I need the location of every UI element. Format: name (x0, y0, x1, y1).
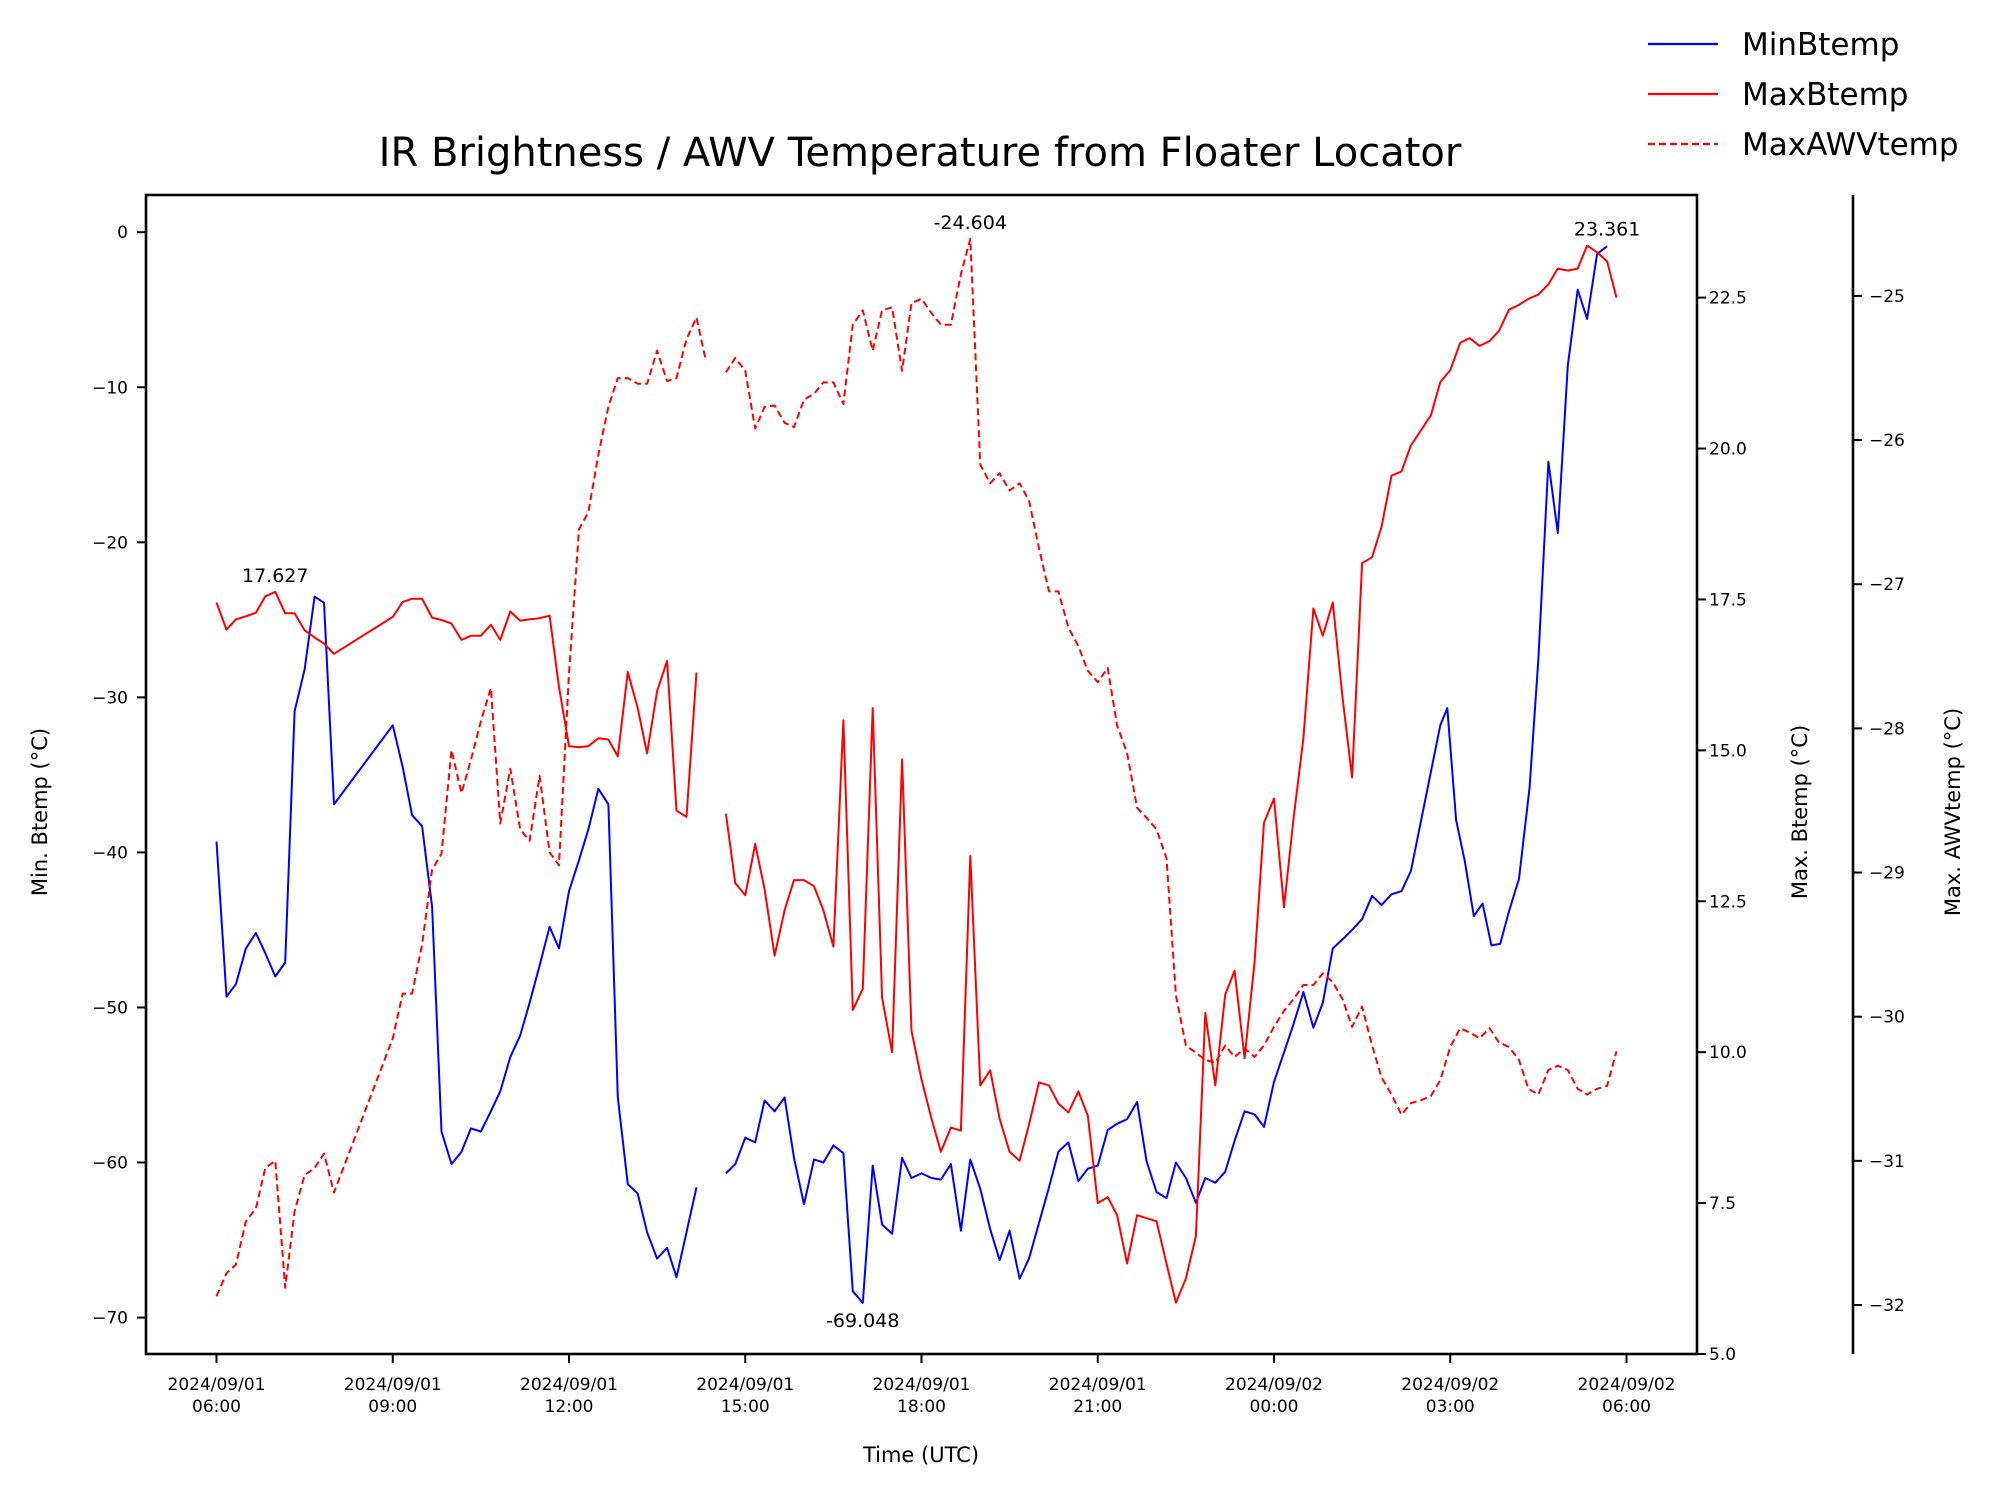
y-axis-left-label: Min. Btemp (°C) (28, 728, 52, 896)
series-maxbtemp-line (215, 590, 698, 818)
x-tick-label: 00:00 (1250, 1397, 1299, 1417)
x-tick-label: 2024/09/01 (696, 1375, 794, 1395)
y-left-tick-label: −50 (92, 998, 128, 1018)
y-right2-tick-label: −26 (1869, 431, 1905, 451)
y-right2-tick-label: −28 (1869, 719, 1905, 739)
y-axis-left: 0 −10 −20 −30 −40 −50 −60 −70 (92, 223, 146, 1329)
x-tick-label: 2024/09/02 (1401, 1375, 1499, 1395)
x-tick-label: 06:00 (192, 1397, 241, 1417)
chart-title: IR Brightness / AWV Temperature from Flo… (379, 130, 1462, 176)
y-left-tick-label: −30 (92, 688, 128, 708)
data-annotation: -24.604 (934, 212, 1007, 234)
y-left-tick-label: −10 (92, 378, 128, 398)
x-tick-label: 2024/09/01 (520, 1375, 618, 1395)
y-right1-tick-label: 10.0 (1709, 1043, 1747, 1063)
y-right2-tick-label: −31 (1869, 1152, 1905, 1172)
y-right1-tick-label: 12.5 (1709, 892, 1747, 912)
x-tick-label: 18:00 (897, 1397, 946, 1417)
series-maxawvtemp-line (215, 316, 707, 1297)
x-tick-label: 2024/09/02 (1225, 1375, 1323, 1395)
y-right1-tick-label: 17.5 (1709, 590, 1747, 610)
y-left-tick-label: −20 (92, 533, 128, 553)
y-left-tick-label: −70 (92, 1309, 128, 1329)
y-left-tick-label: 0 (117, 223, 128, 243)
y-right2-tick-label: −32 (1869, 1296, 1905, 1316)
series-maxbtemp-line (724, 244, 1618, 1304)
data-annotation: 17.627 (242, 565, 308, 587)
x-tick-label: 2024/09/02 (1578, 1375, 1676, 1395)
legend-label-maxawvtemp: MaxAWVtemp (1742, 127, 1959, 163)
data-annotation: -69.048 (826, 1310, 899, 1332)
series-minbtemp-line (725, 245, 1608, 1304)
data-annotation: 23.361 (1574, 219, 1640, 241)
y-left-tick-label: −40 (92, 843, 128, 863)
y-right2-tick-label: −27 (1869, 575, 1905, 595)
x-tick-label: 2024/09/01 (873, 1375, 971, 1395)
y-axis-right1-label: Max. Btemp (°C) (1788, 725, 1812, 899)
y-axis-right-maxbtemp: 5.0 7.5 10.0 12.5 15.0 17.5 20.0 22.5 (1697, 289, 1747, 1365)
x-axis: 2024/09/0106:002024/09/0109:002024/09/01… (168, 1354, 1676, 1417)
x-tick-label: 03:00 (1426, 1397, 1475, 1417)
series-minbtemp-line (215, 595, 698, 1279)
y-right2-tick-label: −25 (1869, 287, 1905, 307)
chart-legend: MinBtemp MaxBtemp MaxAWVtemp (1648, 27, 1959, 163)
y-left-tick-label: −60 (92, 1154, 128, 1174)
y-axis-right2-label: Max. AWVtemp (°C) (1941, 708, 1965, 916)
annotation-layer: 17.627 -24.604 23.361 -69.048 (242, 212, 1640, 1332)
y-axis-right-maxawvtemp: −25 −26 −27 −28 −29 −30 −31 −32 (1851, 195, 1905, 1354)
x-axis-label: Time (UTC) (862, 1443, 979, 1467)
y-right1-tick-label: 22.5 (1709, 289, 1747, 309)
series-layer (215, 237, 1618, 1304)
x-tick-label: 15:00 (721, 1397, 770, 1417)
plot-area: 17.627 -24.604 23.361 -69.048 (144, 193, 1699, 1356)
x-tick-label: 2024/09/01 (1049, 1375, 1147, 1395)
legend-label-maxbtemp: MaxBtemp (1742, 77, 1908, 113)
x-tick-label: 12:00 (545, 1397, 594, 1417)
x-tick-label: 2024/09/01 (344, 1375, 442, 1395)
legend-label-minbtemp: MinBtemp (1742, 27, 1899, 63)
series-maxawvtemp-line (725, 237, 1618, 1116)
y-right1-tick-label: 15.0 (1709, 741, 1747, 761)
x-tick-label: 2024/09/01 (168, 1375, 266, 1395)
x-tick-label: 21:00 (1073, 1397, 1122, 1417)
y-right1-tick-label: 5.0 (1709, 1345, 1736, 1365)
x-tick-label: 09:00 (368, 1397, 417, 1417)
y-right2-tick-label: −30 (1869, 1008, 1905, 1028)
y-right1-tick-label: 7.5 (1709, 1194, 1736, 1214)
y-right1-tick-label: 20.0 (1709, 440, 1747, 460)
x-tick-label: 06:00 (1602, 1397, 1651, 1417)
y-right2-tick-label: −29 (1869, 864, 1905, 884)
